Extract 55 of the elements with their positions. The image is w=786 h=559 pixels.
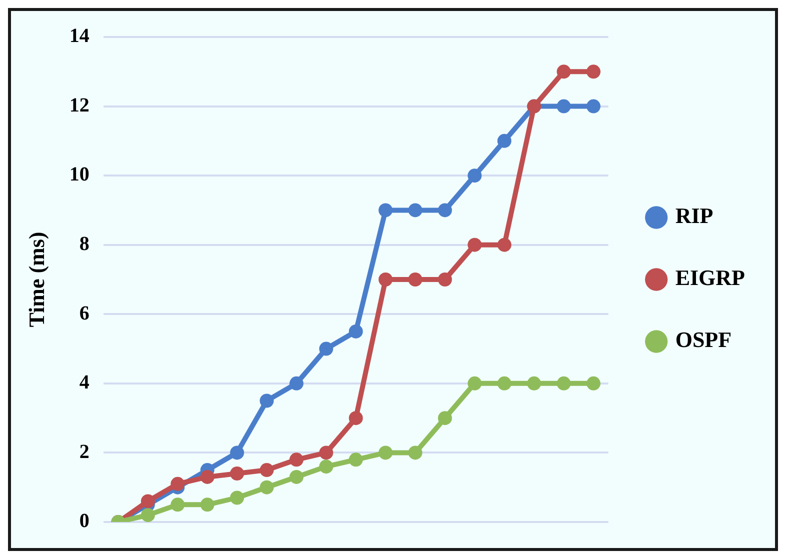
legend-label: EIGRP [675, 265, 746, 290]
y-tick-label: 2 [79, 440, 90, 463]
y-tick-label: 10 [69, 164, 90, 186]
point [319, 342, 334, 356]
point [586, 376, 600, 390]
point [289, 470, 304, 484]
point [497, 376, 512, 390]
point [348, 452, 363, 467]
point [319, 446, 334, 460]
point [200, 498, 214, 512]
point [468, 168, 482, 183]
legend-label: OSPF [675, 327, 732, 352]
point [438, 272, 452, 286]
point [140, 494, 155, 508]
point [556, 64, 571, 79]
y-tick-label: 4 [79, 372, 90, 394]
y-tick-label: 8 [79, 233, 90, 256]
point [408, 272, 422, 286]
y-tick-label: 6 [79, 302, 90, 324]
point [319, 460, 334, 474]
point [348, 411, 363, 426]
point [586, 99, 600, 114]
point [497, 134, 512, 148]
point [260, 394, 274, 408]
point [378, 446, 393, 460]
legend-label: RIP [675, 203, 714, 228]
point [260, 480, 274, 494]
point [348, 324, 363, 338]
point [230, 466, 244, 480]
point [556, 376, 571, 390]
y-axis-title: Time (ms) [24, 232, 49, 328]
point [140, 508, 155, 522]
point [230, 446, 244, 460]
y-tick-label: 0 [79, 510, 90, 532]
point [408, 446, 422, 460]
point [230, 490, 244, 505]
point [200, 470, 214, 484]
point [378, 272, 393, 286]
point [408, 203, 422, 218]
point [378, 203, 393, 218]
point [170, 498, 185, 512]
point [468, 238, 482, 252]
point [289, 376, 304, 390]
y-tick-label: 14 [69, 25, 90, 48]
point [586, 64, 600, 79]
point [438, 411, 452, 426]
point [289, 452, 304, 467]
y-tick-label: 12 [69, 94, 90, 116]
point [527, 376, 542, 390]
point [438, 203, 452, 218]
point [556, 99, 571, 114]
point [260, 463, 274, 478]
point [170, 476, 185, 491]
point [468, 376, 482, 390]
point [497, 238, 512, 252]
